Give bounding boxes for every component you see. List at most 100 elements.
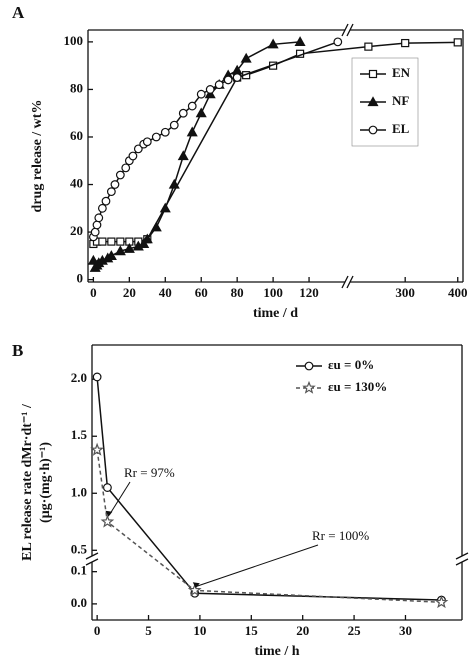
marker-circle [151, 132, 161, 142]
y-tick-label: 100 [64, 33, 84, 48]
axis-break [346, 275, 354, 289]
marker-circle [106, 187, 116, 197]
marker-circle [115, 170, 125, 180]
legend-label: EN [392, 65, 411, 80]
marker-circle [160, 127, 170, 137]
x-tick-label: 5 [145, 623, 152, 638]
axis-break [341, 275, 349, 289]
x-tick-label: 15 [245, 623, 259, 638]
marker-circle [142, 137, 152, 147]
y-tick-label: 1.0 [71, 484, 87, 499]
marker-triangle [168, 178, 180, 189]
y-tick-label: 0.0 [71, 595, 87, 610]
marker-square [364, 42, 373, 51]
marker-circle [92, 220, 102, 230]
y-tick-label: 60 [70, 128, 83, 143]
marker-triangle [177, 150, 189, 161]
marker-circle [101, 196, 111, 206]
marker-star [302, 380, 316, 394]
marker-circle [214, 80, 224, 90]
y-tick-label: 20 [70, 223, 83, 238]
x-tick-label: 0 [94, 623, 101, 638]
x-tick-label: 80 [231, 285, 244, 300]
y-tick-label: 80 [70, 80, 83, 95]
marker-circle [103, 483, 112, 492]
x-tick-label: 20 [296, 623, 309, 638]
marker-triangle [367, 96, 379, 107]
marker-circle [232, 73, 242, 82]
marker-circle [333, 37, 343, 47]
annotation: Rr = 100% [312, 528, 369, 543]
marker-triangle [186, 126, 198, 137]
axis-break [455, 558, 469, 566]
annotation: Rr = 97% [124, 465, 175, 480]
x-tick-label: 300 [395, 285, 415, 300]
marker-square [98, 237, 107, 246]
marker-square [368, 69, 378, 79]
panel-label: B [12, 341, 23, 360]
y-tick-label: 2.0 [71, 370, 87, 385]
marker-triangle [240, 52, 252, 63]
marker-triangle [150, 221, 162, 232]
legend-label: εu = 130% [328, 379, 387, 394]
axis-break [341, 23, 349, 37]
marker-circle [97, 203, 107, 213]
axis-break [455, 552, 469, 560]
y-axis-label: drug release / wt% [30, 100, 45, 213]
marker-triangle [294, 36, 306, 46]
marker-circle [121, 163, 131, 173]
marker-triangle [141, 233, 153, 244]
x-tick-label: 400 [448, 285, 468, 300]
annotation-arrow [196, 544, 319, 587]
legend-label: NF [392, 93, 409, 108]
marker-circle [187, 101, 197, 111]
marker-circle [90, 227, 100, 237]
axis-break [85, 558, 99, 566]
legend-label: EL [392, 121, 410, 136]
y-axis-label: (µg·(mg·h)⁻¹) [38, 442, 53, 523]
marker-circle [368, 125, 378, 135]
series-line [92, 41, 301, 270]
x-axis-label: time / d [253, 306, 298, 321]
y-tick-label: 0 [77, 271, 84, 286]
marker-triangle [267, 38, 279, 49]
marker-circle [92, 372, 102, 382]
x-tick-label: 20 [123, 285, 136, 300]
marker-triangle [114, 245, 126, 256]
axis-break [85, 552, 99, 560]
series-line [92, 41, 339, 238]
y-tick-label: 0.1 [71, 563, 87, 578]
marker-circle [110, 180, 120, 189]
marker-circle [178, 108, 188, 118]
x-tick-label: 0 [90, 285, 97, 300]
marker-star [434, 595, 449, 609]
marker-star [90, 442, 105, 456]
marker-triangle [123, 242, 135, 253]
y-tick-label: 1.5 [71, 427, 88, 442]
marker-square [453, 38, 462, 47]
x-tick-label: 25 [348, 623, 362, 638]
marker-triangle [159, 202, 171, 213]
x-axis-label: time / h [254, 644, 299, 659]
marker-triangle [195, 107, 207, 118]
marker-circle [205, 85, 215, 94]
annotation-arrow [108, 481, 131, 516]
marker-square [107, 237, 116, 246]
marker-circle [223, 75, 233, 85]
x-tick-label: 100 [263, 285, 283, 300]
x-tick-label: 30 [399, 623, 412, 638]
y-tick-label: 40 [70, 176, 83, 191]
axis-break [346, 23, 354, 37]
legend-label: εu = 0% [328, 357, 374, 372]
marker-circle [169, 120, 179, 130]
x-tick-label: 10 [193, 623, 206, 638]
marker-circle [94, 213, 104, 223]
marker-triangle [105, 250, 117, 260]
arrow-head [192, 582, 200, 589]
marker-star [100, 514, 115, 528]
marker-circle [304, 361, 314, 371]
marker-circle [128, 151, 138, 161]
x-tick-label: 120 [299, 285, 319, 300]
legend-box [351, 57, 419, 147]
